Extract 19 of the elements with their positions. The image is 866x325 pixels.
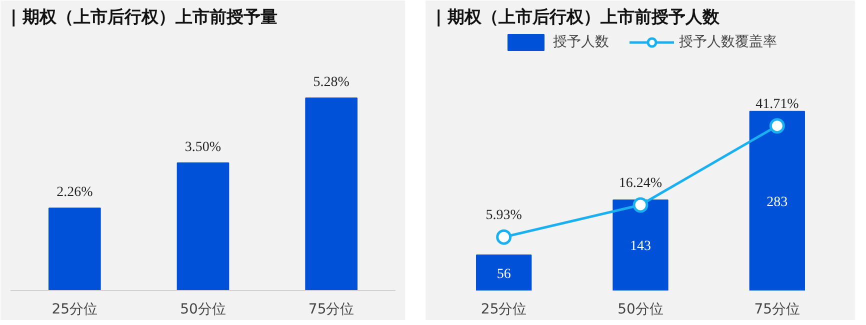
x-tick-label: 25分位 <box>480 302 527 318</box>
data-label: 2.26% <box>56 185 94 200</box>
chart-title: | 期权（上市后行权）上市前授予人数 <box>436 8 721 28</box>
x-tick-label: 50分位 <box>618 302 664 318</box>
data-label: 16.24% <box>618 176 662 192</box>
x-tick-label: 50分位 <box>180 302 226 318</box>
data-label: 3.50% <box>184 140 222 155</box>
data-label: 5.28% <box>313 74 350 90</box>
x-tick-label: 25分位 <box>52 302 98 318</box>
data-label: 143 <box>630 239 651 254</box>
data-label: 41.71% <box>756 96 800 112</box>
x-tick-label: 75分位 <box>308 302 354 318</box>
chart-title: | 期权（上市后行权）上市前授予量 <box>10 8 278 28</box>
legend-label: 授予人数覆盖率 <box>679 33 777 51</box>
x-tick-label: 75分位 <box>754 302 800 318</box>
data-label: 5.93% <box>486 208 522 224</box>
data-label: 56 <box>496 266 511 282</box>
legend-label: 授予人数 <box>553 33 609 51</box>
data-label: 283 <box>766 194 788 210</box>
